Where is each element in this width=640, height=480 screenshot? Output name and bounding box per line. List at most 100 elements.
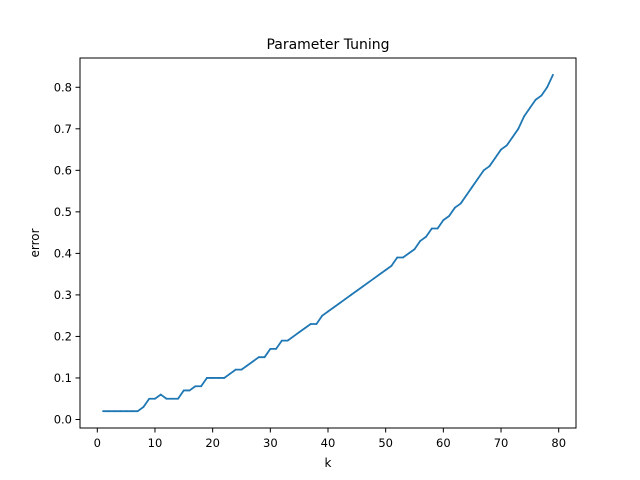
data-point bbox=[355, 289, 358, 292]
data-point bbox=[338, 302, 341, 305]
x-tick-label: 80 bbox=[551, 436, 566, 450]
data-point bbox=[142, 406, 145, 408]
x-tick-label: 10 bbox=[148, 436, 163, 450]
data-point bbox=[436, 227, 439, 230]
data-point bbox=[234, 368, 237, 371]
y-tick-label: 0.8 bbox=[54, 80, 72, 94]
data-point bbox=[148, 397, 151, 400]
data-point bbox=[477, 177, 479, 180]
data-point bbox=[488, 165, 491, 168]
data-point bbox=[177, 397, 179, 400]
y-axis-label: error bbox=[28, 228, 42, 257]
data-point bbox=[252, 360, 254, 363]
y-tick-label: 0.3 bbox=[54, 288, 72, 302]
data-point bbox=[419, 240, 422, 242]
data-point bbox=[159, 393, 162, 396]
data-point bbox=[350, 294, 352, 296]
data-point bbox=[107, 410, 110, 413]
x-tick-label: 20 bbox=[205, 436, 220, 450]
data-point bbox=[171, 397, 174, 400]
data-point bbox=[413, 248, 416, 251]
data-point bbox=[425, 235, 427, 238]
data-point bbox=[131, 410, 133, 413]
data-point bbox=[136, 410, 139, 413]
data-point bbox=[327, 310, 329, 313]
data-point bbox=[165, 397, 168, 400]
data-point bbox=[113, 410, 116, 413]
data-point bbox=[511, 136, 514, 139]
data-point bbox=[188, 389, 191, 392]
data-point bbox=[102, 410, 104, 413]
data-point bbox=[217, 377, 220, 379]
data-point bbox=[390, 264, 393, 267]
data-point bbox=[154, 397, 156, 400]
data-point bbox=[280, 339, 283, 342]
data-point bbox=[546, 86, 549, 89]
data-point bbox=[534, 98, 537, 101]
y-tick-label: 0.0 bbox=[54, 412, 72, 426]
data-point bbox=[257, 356, 260, 359]
data-point bbox=[298, 331, 301, 334]
data-point bbox=[263, 356, 266, 359]
data-point bbox=[482, 169, 485, 172]
data-point bbox=[448, 215, 451, 217]
data-point bbox=[494, 156, 497, 159]
data-point bbox=[344, 298, 347, 300]
data-point bbox=[292, 335, 295, 338]
data-point bbox=[517, 127, 520, 130]
data-point bbox=[373, 277, 376, 280]
plot-area bbox=[102, 73, 554, 413]
data-point bbox=[465, 194, 468, 197]
data-point bbox=[384, 269, 387, 271]
data-point bbox=[246, 364, 249, 367]
y-tick-label: 0.6 bbox=[54, 163, 72, 177]
data-point bbox=[125, 410, 128, 413]
data-point bbox=[396, 256, 399, 259]
data-point bbox=[407, 252, 410, 255]
data-point bbox=[211, 377, 214, 379]
data-point bbox=[402, 256, 404, 259]
data-point bbox=[367, 281, 370, 284]
data-point bbox=[430, 227, 433, 230]
x-tick-label: 50 bbox=[378, 436, 393, 450]
data-point bbox=[304, 327, 306, 330]
data-point bbox=[309, 323, 312, 325]
data-point bbox=[205, 377, 208, 379]
y-tick-label: 0.5 bbox=[54, 205, 72, 219]
data-point bbox=[269, 347, 272, 350]
data-point bbox=[523, 115, 525, 118]
data-point bbox=[361, 285, 364, 288]
y-axis: 0.0 0.1 0.2 0.3 0.4 0.5 0.6 0.7 0.8 bbox=[54, 80, 80, 426]
x-tick-label: 30 bbox=[263, 436, 278, 450]
x-axis: 0 10 20 30 40 50 60 70 80 bbox=[94, 428, 566, 450]
data-point bbox=[459, 202, 462, 205]
y-tick-label: 0.1 bbox=[54, 371, 72, 385]
data-point bbox=[275, 347, 277, 350]
data-point bbox=[332, 306, 335, 309]
data-point bbox=[453, 206, 456, 209]
data-point bbox=[286, 339, 289, 342]
data-point bbox=[552, 73, 554, 76]
data-point bbox=[321, 314, 324, 317]
data-point bbox=[229, 372, 231, 375]
y-tick-label: 0.4 bbox=[54, 246, 72, 260]
data-point bbox=[119, 410, 122, 413]
chart-title: Parameter Tuning bbox=[266, 37, 389, 53]
y-tick-label: 0.7 bbox=[54, 122, 72, 136]
data-point bbox=[240, 368, 243, 371]
data-point bbox=[315, 323, 318, 325]
data-point bbox=[379, 273, 381, 276]
data-point bbox=[182, 389, 185, 392]
data-point bbox=[540, 94, 543, 97]
data-point bbox=[194, 385, 197, 388]
x-tick-label: 70 bbox=[494, 436, 509, 450]
data-point bbox=[200, 385, 203, 388]
data-point bbox=[471, 186, 474, 188]
x-tick-label: 60 bbox=[436, 436, 451, 450]
x-tick-label: 0 bbox=[94, 436, 101, 450]
data-point bbox=[442, 219, 445, 222]
data-point bbox=[528, 107, 531, 109]
x-axis-label: k bbox=[325, 456, 332, 470]
